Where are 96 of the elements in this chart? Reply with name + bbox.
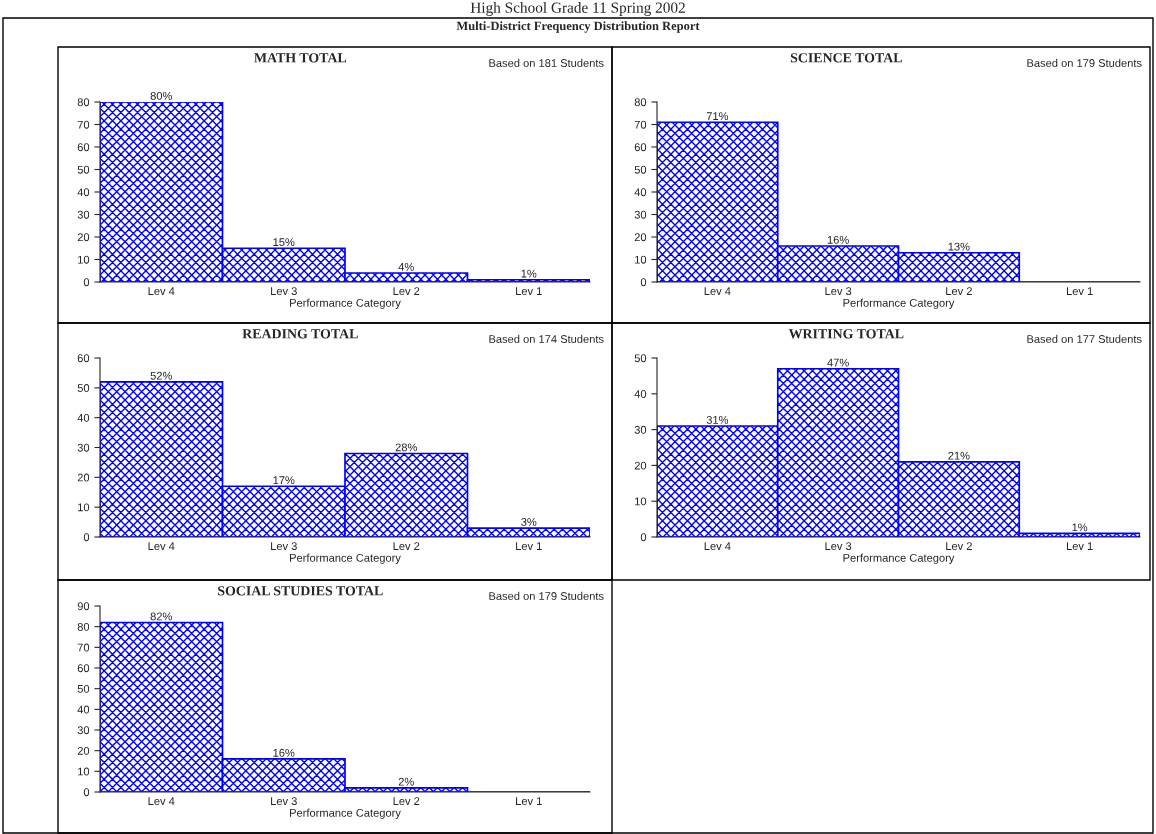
data-label: 3% (521, 517, 537, 526)
text: Based on 177 Students (1027, 334, 1142, 343)
x-axis-title: Performance Category (843, 553, 955, 564)
y-tick-label: 0 (83, 788, 90, 797)
text: High School Grade 11 Spring 2002 (470, 2, 685, 16)
x-tick-label: Lev 1 (516, 797, 542, 806)
y-tick-label: 0 (640, 278, 647, 287)
x-tick-label: Lev 4 (148, 287, 175, 296)
x-tick-label: Lev 2 (393, 797, 420, 806)
y-tick-label: 30 (77, 726, 90, 735)
text: Multi-District Frequency Distribution Report (456, 21, 700, 33)
y-tick-label: 70 (77, 120, 90, 129)
x-tick-label: Lev 1 (1066, 542, 1093, 551)
y-tick-label: 10 (635, 255, 647, 264)
x-tick-label: Lev 4 (704, 542, 731, 551)
text: Based on 174 Students (489, 334, 604, 343)
y-tick-label: 0 (83, 278, 90, 287)
chart-title: SCIENCE TOTAL (790, 53, 902, 63)
x-axis-title: Performance Category (843, 298, 955, 309)
x-tick-label: Lev 2 (393, 542, 420, 551)
y-tick-label: 30 (77, 443, 90, 452)
y-tick-label: 10 (78, 767, 90, 776)
text: Based on 179 Students (489, 591, 604, 600)
x-tick-label: Lev 3 (825, 287, 852, 296)
x-tick-label: Lev 2 (393, 287, 420, 296)
y-tick-label: 20 (77, 473, 90, 482)
x-tick-label: Lev 4 (148, 797, 175, 806)
chart-title: READING TOTAL (242, 329, 358, 339)
y-tick-label: 60 (634, 143, 647, 152)
data-label: 71% (706, 112, 729, 121)
data-label: 1% (521, 269, 537, 278)
y-tick-label: 20 (77, 746, 90, 755)
y-tick-label: 50 (77, 165, 90, 174)
x-axis-title: Performance Category (290, 808, 401, 819)
data-label: 13% (948, 242, 970, 251)
x-tick-label: Lev 1 (516, 542, 542, 551)
x-tick-label: Lev 1 (516, 287, 542, 296)
data-label: 4% (398, 262, 414, 271)
y-tick-label: 40 (77, 188, 90, 197)
y-tick-label: 70 (77, 643, 90, 652)
chart-title: SOCIAL STUDIES TOTAL (218, 586, 383, 596)
y-tick-label: 30 (634, 425, 647, 434)
x-tick-label: Lev 1 (1066, 287, 1093, 296)
data-label: 2% (398, 777, 414, 786)
y-tick-label: 90 (77, 602, 90, 611)
y-tick-label: 10 (78, 255, 90, 264)
y-tick-label: 50 (77, 684, 90, 693)
y-tick-label: 40 (634, 390, 647, 398)
x-tick-label: Lev 4 (704, 287, 731, 296)
y-tick-label: 20 (634, 233, 647, 242)
data-label: 16% (273, 748, 295, 757)
data-label: 16% (827, 235, 849, 244)
y-tick-label: 10 (78, 503, 90, 512)
y-tick-label: 80 (77, 98, 90, 107)
data-label: 17% (273, 476, 295, 485)
chart-title: WRITING TOTAL (788, 329, 904, 339)
x-tick-label: Lev 3 (825, 542, 852, 551)
y-tick-label: 0 (640, 533, 647, 542)
data-label: 80% (150, 91, 172, 100)
y-tick-label: 80 (77, 622, 90, 631)
y-tick-label: 60 (77, 143, 90, 152)
x-tick-label: Lev 3 (271, 287, 297, 296)
y-tick-label: 40 (77, 413, 90, 422)
data-label: 28% (395, 443, 417, 452)
text: Based on 179 Students (1027, 58, 1142, 67)
data-label: 47% (827, 358, 849, 367)
x-tick-label: Lev 2 (946, 287, 972, 296)
x-tick-label: Lev 3 (271, 542, 297, 551)
x-tick-label: Lev 3 (271, 797, 297, 806)
y-tick-label: 0 (83, 533, 90, 542)
y-tick-label: 30 (634, 210, 647, 219)
data-label: 31% (706, 415, 729, 424)
y-tick-label: 50 (634, 165, 647, 174)
x-tick-label: Lev 4 (148, 542, 175, 551)
y-tick-label: 20 (77, 233, 90, 242)
y-tick-label: 60 (77, 354, 90, 363)
data-label: 21% (948, 451, 970, 460)
data-label: 82% (150, 612, 172, 621)
y-tick-label: 10 (635, 497, 647, 506)
y-tick-label: 60 (77, 664, 90, 673)
y-tick-label: 40 (634, 188, 647, 197)
y-tick-label: 30 (77, 210, 90, 219)
x-tick-label: Lev 2 (946, 542, 972, 551)
y-tick-label: 70 (634, 120, 647, 129)
y-tick-label: 50 (634, 354, 647, 363)
x-axis-title: Performance Category (290, 298, 401, 309)
data-label: 1% (1072, 523, 1088, 532)
y-tick-label: 40 (77, 705, 90, 714)
chart-title: MATH TOTAL (254, 53, 347, 63)
data-label: 15% (273, 238, 295, 247)
y-tick-label: 20 (634, 461, 647, 470)
data-label: 52% (150, 371, 172, 380)
x-axis-title: Performance Category (290, 553, 401, 564)
text: Based on 181 Students (489, 58, 604, 67)
y-tick-label: 80 (634, 98, 647, 107)
y-tick-label: 50 (77, 384, 90, 392)
